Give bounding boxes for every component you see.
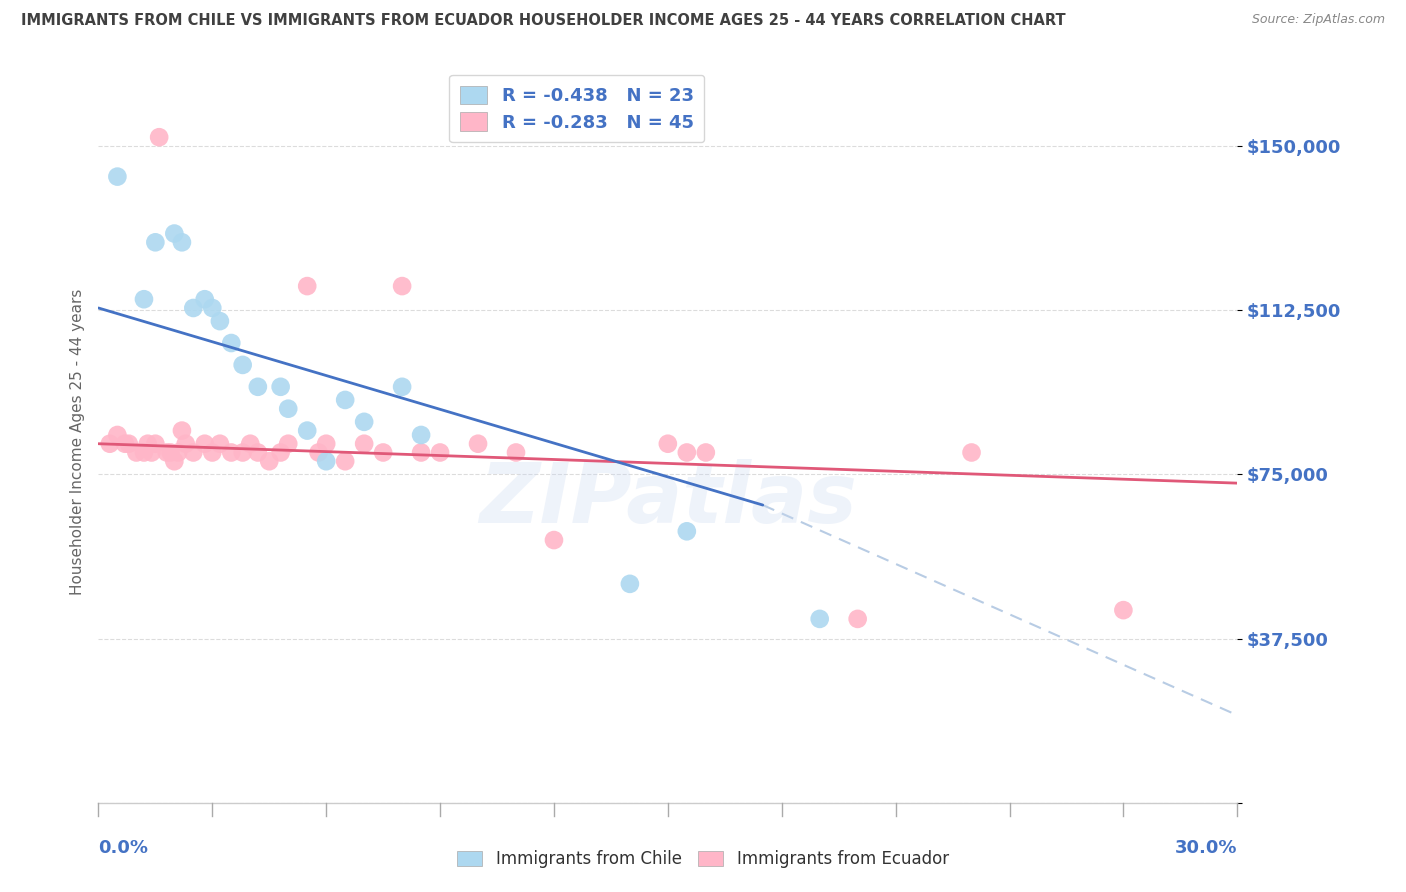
Point — [391, 380, 413, 394]
Point — [136, 436, 159, 450]
Point — [246, 445, 269, 459]
Point — [156, 445, 179, 459]
Point — [543, 533, 565, 547]
Point — [239, 436, 262, 450]
Point — [619, 577, 641, 591]
Legend: R = -0.438   N = 23, R = -0.283   N = 45: R = -0.438 N = 23, R = -0.283 N = 45 — [449, 75, 704, 143]
Point — [114, 436, 136, 450]
Point — [960, 445, 983, 459]
Point — [167, 445, 190, 459]
Point — [170, 424, 193, 438]
Point — [270, 380, 292, 394]
Point — [411, 445, 433, 459]
Point — [194, 292, 217, 306]
Point — [695, 445, 717, 459]
Point — [808, 612, 831, 626]
Point — [232, 358, 254, 372]
Text: ZIPatlas: ZIPatlas — [479, 458, 856, 540]
Point — [194, 436, 217, 450]
Point — [505, 445, 527, 459]
Point — [141, 445, 163, 459]
Point — [159, 445, 181, 459]
Point — [1112, 603, 1135, 617]
Point — [183, 445, 205, 459]
Point — [676, 445, 699, 459]
Point — [371, 445, 394, 459]
Point — [132, 292, 155, 306]
Text: IMMIGRANTS FROM CHILE VS IMMIGRANTS FROM ECUADOR HOUSEHOLDER INCOME AGES 25 - 44: IMMIGRANTS FROM CHILE VS IMMIGRANTS FROM… — [21, 13, 1066, 29]
Point — [297, 424, 319, 438]
Point — [174, 436, 197, 450]
Point — [429, 445, 451, 459]
Point — [145, 436, 167, 450]
Point — [183, 301, 205, 315]
Text: 30.0%: 30.0% — [1175, 838, 1237, 857]
Point — [308, 445, 330, 459]
Point — [170, 235, 193, 250]
Point — [163, 227, 186, 241]
Point — [676, 524, 699, 539]
Point — [221, 336, 243, 351]
Point — [297, 279, 319, 293]
Point — [118, 436, 141, 450]
Point — [277, 436, 299, 450]
Point — [145, 235, 167, 250]
Point — [246, 380, 269, 394]
Legend: Immigrants from Chile, Immigrants from Ecuador: Immigrants from Chile, Immigrants from E… — [450, 844, 956, 875]
Point — [208, 436, 231, 450]
Point — [270, 445, 292, 459]
Point — [232, 445, 254, 459]
Point — [353, 436, 375, 450]
Text: Source: ZipAtlas.com: Source: ZipAtlas.com — [1251, 13, 1385, 27]
Point — [125, 445, 148, 459]
Point — [221, 445, 243, 459]
Point — [846, 612, 869, 626]
Point — [201, 301, 224, 315]
Point — [98, 436, 121, 450]
Point — [259, 454, 281, 468]
Point — [315, 454, 337, 468]
Point — [411, 428, 433, 442]
Point — [148, 130, 170, 145]
Point — [107, 169, 129, 184]
Point — [277, 401, 299, 416]
Point — [467, 436, 489, 450]
Point — [353, 415, 375, 429]
Point — [107, 428, 129, 442]
Point — [132, 445, 155, 459]
Y-axis label: Householder Income Ages 25 - 44 years: Householder Income Ages 25 - 44 years — [69, 288, 84, 595]
Point — [315, 436, 337, 450]
Point — [657, 436, 679, 450]
Point — [335, 392, 357, 407]
Text: 0.0%: 0.0% — [98, 838, 149, 857]
Point — [201, 445, 224, 459]
Point — [163, 454, 186, 468]
Point — [335, 454, 357, 468]
Point — [208, 314, 231, 328]
Point — [391, 279, 413, 293]
